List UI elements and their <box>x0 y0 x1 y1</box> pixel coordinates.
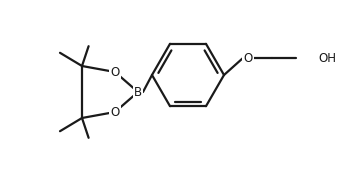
Text: O: O <box>244 51 253 64</box>
Text: O: O <box>110 66 120 78</box>
Text: OH: OH <box>318 51 336 64</box>
Text: B: B <box>134 86 142 98</box>
Text: O: O <box>110 105 120 118</box>
